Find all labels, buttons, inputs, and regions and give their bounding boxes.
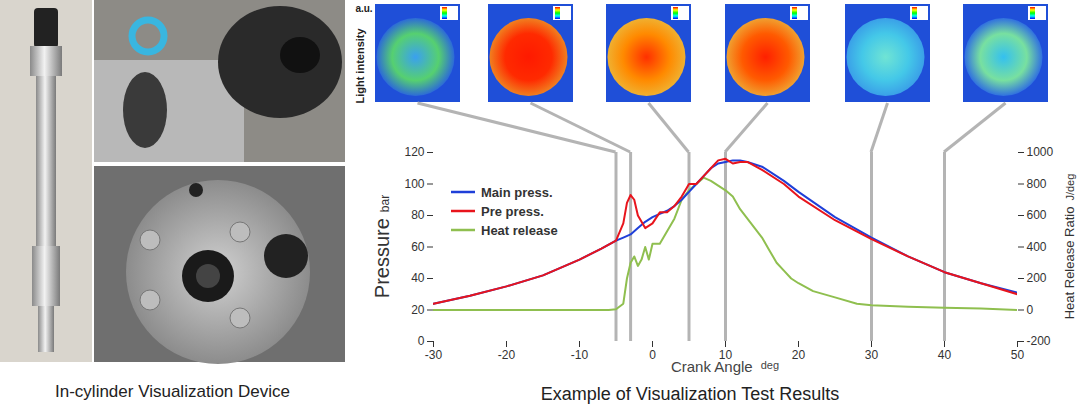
svg-text:50: 50 [1011, 348, 1025, 362]
svg-text:-200: -200 [1027, 334, 1051, 348]
html-text:In-cylinder Visualization Devi: In-cylinder Visualization Device [55, 382, 290, 401]
svg-text:800: 800 [1027, 177, 1047, 191]
svg-text:0: 0 [649, 348, 656, 362]
svg-text:30: 30 [865, 348, 879, 362]
svg-text:10: 10 [719, 348, 733, 362]
svg-text:-30: -30 [425, 348, 443, 362]
svg-text:a.u.: a.u. [355, 3, 372, 14]
svg-text:20: 20 [792, 348, 806, 362]
svg-text:600: 600 [1027, 208, 1047, 222]
svg-text:Light intensity: Light intensity [354, 28, 366, 104]
svg-text:Pre press.: Pre press. [481, 204, 544, 219]
svg-text:120: 120 [404, 145, 424, 159]
svg-text:0: 0 [1027, 303, 1034, 317]
svg-text:Main press.: Main press. [481, 185, 553, 200]
svg-text:200: 200 [1027, 271, 1047, 285]
svg-text:0: 0 [418, 334, 425, 348]
html-text:Example of Visualization Test: Example of Visualization Test Results [540, 384, 840, 404]
svg-text:40: 40 [938, 348, 952, 362]
svg-text:Pressurebar: Pressurebar [371, 195, 393, 298]
svg-text:20: 20 [411, 303, 425, 317]
svg-text:Heat Release RatioJ/deg: Heat Release RatioJ/deg [1062, 174, 1077, 320]
svg-text:100: 100 [404, 177, 424, 191]
svg-text:-10: -10 [571, 348, 589, 362]
svg-text:Heat release: Heat release [481, 223, 558, 238]
svg-text:Crank Angledeg: Crank Angledeg [671, 358, 779, 375]
svg-text:40: 40 [411, 271, 425, 285]
svg-text:1000: 1000 [1027, 145, 1054, 159]
svg-text:80: 80 [411, 208, 425, 222]
svg-text:60: 60 [411, 240, 425, 254]
svg-text:400: 400 [1027, 240, 1047, 254]
svg-text:-20: -20 [498, 348, 516, 362]
